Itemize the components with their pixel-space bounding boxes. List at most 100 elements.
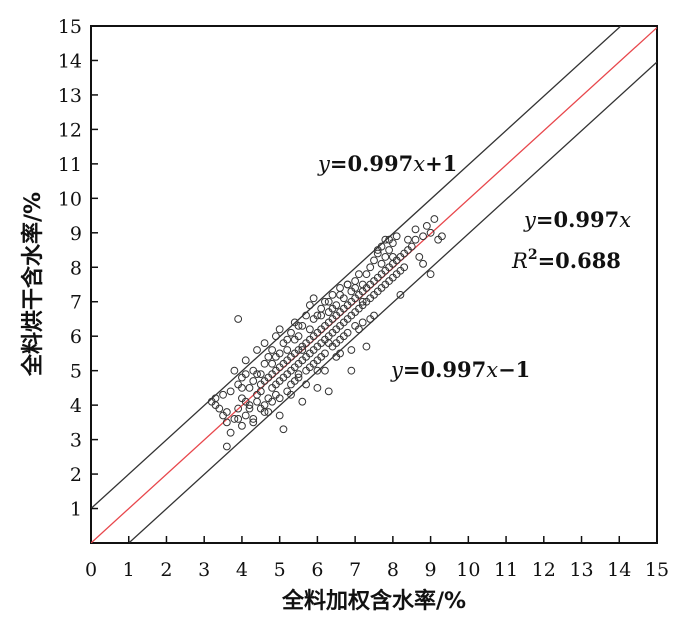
lower-eq-coef: =0.997 — [403, 357, 486, 382]
data-point — [426, 228, 435, 237]
data-point — [271, 332, 280, 341]
data-point — [313, 366, 322, 375]
x-tick-label: 2 — [160, 559, 172, 581]
data-point — [260, 339, 269, 347]
data-point — [275, 325, 284, 334]
data-point — [298, 346, 307, 354]
data-point — [317, 304, 326, 313]
data-point — [328, 290, 337, 299]
data-point — [287, 328, 295, 337]
data-point — [422, 222, 431, 230]
data-point — [321, 366, 329, 375]
data-point — [249, 377, 258, 385]
data-point — [298, 321, 307, 330]
data-point — [230, 415, 239, 423]
reference-lines — [91, 26, 657, 543]
y-tick-label: 14 — [58, 50, 82, 72]
data-point — [343, 280, 352, 289]
data-point — [226, 428, 235, 437]
data-point — [283, 346, 292, 354]
x-tick-label: 5 — [274, 559, 286, 581]
data-point — [419, 232, 427, 241]
data-point — [260, 408, 269, 416]
data-point — [362, 270, 371, 279]
y-tick-label: 6 — [70, 326, 82, 348]
y-tick-label: 11 — [58, 154, 82, 176]
upper-eq-tail: +1 — [425, 151, 457, 176]
data-point — [260, 359, 269, 368]
data-point — [275, 394, 284, 403]
data-point — [430, 215, 439, 223]
data-point — [321, 349, 329, 358]
y-tick-label: 8 — [70, 257, 82, 279]
data-point — [222, 418, 231, 427]
data-point — [366, 315, 375, 323]
data-point — [313, 384, 322, 392]
data-point — [241, 411, 250, 420]
data-point — [362, 342, 371, 351]
data-point — [268, 359, 277, 368]
upper-eq-x: x — [413, 152, 425, 176]
y-tick-label: 5 — [70, 361, 82, 383]
y-tick-label: 10 — [58, 188, 82, 210]
r-squared: R2=0.688 — [511, 247, 621, 273]
data-point — [336, 284, 344, 292]
x-tick-label: 13 — [569, 559, 593, 581]
y-tick-label: 12 — [58, 119, 82, 141]
data-point — [249, 418, 258, 427]
lower-line-equation: y=0.997x−1 — [390, 357, 530, 382]
x-tick-label: 1 — [123, 559, 135, 581]
data-point — [234, 404, 243, 413]
data-point — [253, 397, 261, 406]
data-point — [373, 249, 382, 258]
data-point — [385, 246, 393, 254]
data-point — [347, 346, 356, 354]
data-point — [370, 256, 378, 265]
data-point — [358, 318, 367, 327]
y-tick-label: 13 — [58, 85, 82, 107]
data-point — [241, 356, 250, 365]
x-tick-label: 15 — [645, 559, 669, 581]
data-point — [302, 311, 310, 320]
data-point — [351, 284, 360, 292]
data-point — [275, 411, 284, 420]
data-point — [238, 384, 246, 392]
data-point — [279, 425, 288, 434]
data-point — [415, 253, 424, 261]
data-point — [230, 366, 239, 375]
data-point — [336, 290, 344, 299]
data-point — [411, 225, 420, 234]
data-point — [211, 394, 220, 403]
fit-eq-coef: =0.997 — [536, 207, 619, 232]
data-point — [238, 421, 246, 430]
data-point — [388, 253, 397, 261]
data-point — [317, 311, 326, 320]
y-axis-title: 全料烘干含水率/% — [20, 192, 46, 377]
data-point — [294, 332, 303, 341]
data-point — [381, 235, 390, 244]
data-point — [256, 387, 265, 396]
data-point — [324, 339, 333, 347]
upper-line-equation: y=0.997x+1 — [317, 151, 457, 176]
x-axis: 0 1 2 3 4 5 6 7 8 9 10 11 12 13 14 15 — [85, 536, 669, 581]
data-point — [347, 366, 356, 375]
y-tick-label: 7 — [70, 292, 82, 314]
data-point — [404, 235, 412, 244]
data-point — [294, 321, 303, 330]
data-point — [264, 408, 273, 416]
x-tick-label: 12 — [532, 559, 556, 581]
fit-eq-x: x — [619, 208, 631, 232]
data-point — [343, 328, 352, 337]
upper-eq-coef: =0.997 — [330, 151, 413, 176]
data-point — [241, 370, 250, 379]
y-tick-label: 2 — [70, 464, 82, 486]
data-point — [215, 404, 224, 413]
x-tick-label: 7 — [349, 559, 361, 581]
data-point — [332, 352, 341, 361]
data-point — [256, 370, 265, 379]
data-point — [358, 297, 367, 306]
x-tick-label: 8 — [387, 559, 399, 581]
data-point — [373, 246, 382, 254]
data-point — [234, 315, 243, 323]
